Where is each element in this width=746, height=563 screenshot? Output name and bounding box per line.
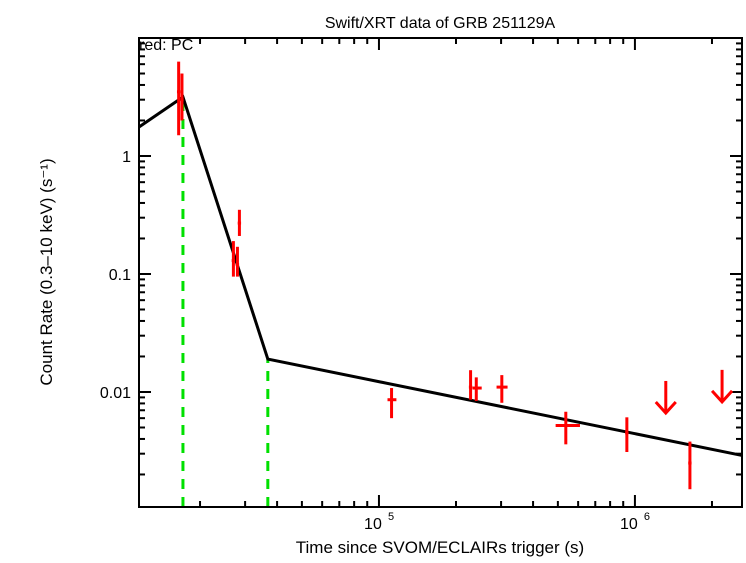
x-tick-label: 10 [620, 516, 638, 533]
data-point [231, 241, 236, 277]
data-point [625, 417, 629, 453]
data-point [387, 388, 397, 419]
upper-limit-arrow [710, 369, 734, 405]
plot-frame [138, 37, 743, 508]
model-line [138, 94, 743, 457]
data-point [555, 411, 580, 445]
y-tick-label: 0.01 [100, 385, 131, 402]
x-tick-exponent: 6 [644, 511, 650, 523]
data-point [237, 209, 242, 236]
axis-ticks: 10 5 10 6 1 0.1 0.01 [100, 37, 742, 533]
y-axis-label: Count Rate (0.3–10 keV) (s⁻¹) [37, 158, 56, 385]
data-point [472, 377, 482, 401]
x-axis-label: Time since SVOM/ECLAIRs trigger (s) [296, 538, 584, 557]
upper-limit-head [654, 400, 677, 416]
model-curve [138, 94, 743, 457]
data-point [176, 61, 181, 136]
data-point [468, 370, 473, 400]
y-tick-label: 0.1 [109, 267, 131, 284]
data-point [496, 375, 508, 403]
break-lines [181, 97, 270, 507]
upper-limit-head [710, 389, 734, 405]
chart-title: Swift/XRT data of GRB 251129A [325, 15, 556, 32]
y-tick-label: 1 [122, 149, 131, 166]
data-point [235, 246, 240, 277]
x-tick-exponent: 5 [388, 511, 394, 523]
data-point [688, 441, 692, 490]
data-points [176, 61, 734, 490]
data-point [180, 73, 184, 121]
legend-note: red: PC [139, 37, 193, 54]
upper-limit-arrow [654, 380, 677, 416]
x-tick-label: 10 [364, 516, 382, 533]
